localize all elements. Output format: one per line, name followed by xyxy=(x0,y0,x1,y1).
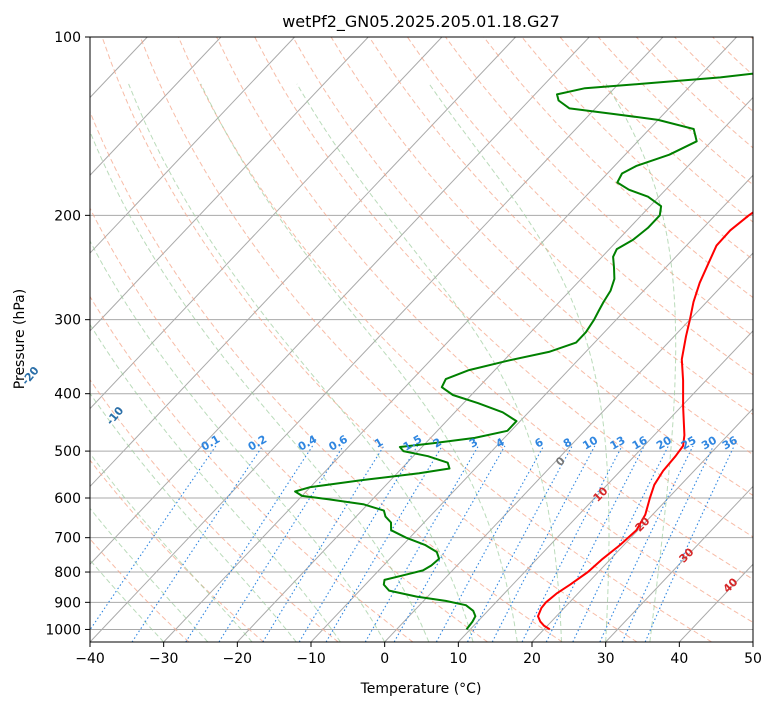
isotherm-line xyxy=(163,37,737,642)
isotherm-line xyxy=(236,96,753,642)
dry-adiabat xyxy=(90,110,563,642)
background-lines xyxy=(90,37,753,642)
y-tick-label: 800 xyxy=(54,565,81,581)
x-tick-label: −20 xyxy=(223,651,253,667)
x-axis: −40 −30 −20 −10 0 10 20 30 40 50 xyxy=(75,642,762,667)
x-tick-label: 50 xyxy=(744,651,762,667)
isotherm-line xyxy=(90,37,590,565)
plot-background xyxy=(90,37,753,642)
y-tick-label: 300 xyxy=(54,313,81,329)
isotherm-line xyxy=(752,641,753,642)
isotherm-line xyxy=(90,37,664,642)
dry-adiabat xyxy=(750,37,753,40)
x-tick-label: 10 xyxy=(449,651,467,667)
dry-adiabat xyxy=(368,37,753,416)
y-tick-label: 700 xyxy=(54,531,81,547)
isotherm-line xyxy=(605,485,753,642)
isotherm-line xyxy=(90,37,369,332)
mixing-ratio-line xyxy=(218,445,344,642)
y-axis-label: Pressure (hPa) xyxy=(12,289,28,389)
x-axis-label: Temperature (°C) xyxy=(360,681,482,697)
dry-adiabat xyxy=(483,37,753,299)
mixing-ratio-line xyxy=(393,445,506,642)
mixing-ratio-line xyxy=(572,445,669,642)
moist-adiabat xyxy=(605,83,677,642)
x-tick-label: 40 xyxy=(670,651,688,667)
moist-adiabat xyxy=(90,240,386,642)
isotherm-line xyxy=(384,252,753,642)
chart-title: wetPf2_GN05.2025.205.01.18.G27 xyxy=(282,12,560,32)
y-tick-label: 900 xyxy=(54,595,81,611)
x-tick-label: −10 xyxy=(296,651,326,667)
y-tick-label: 1000 xyxy=(45,622,81,638)
mixing-ratio-line xyxy=(521,445,623,642)
moist-adiabat xyxy=(200,83,518,642)
y-axis: 100 200 300 400 500 600 700 800 900 1000 xyxy=(45,30,90,638)
dry-adiabat xyxy=(90,538,190,642)
isotherm-line xyxy=(90,37,516,488)
moist-adiabat xyxy=(90,452,253,642)
mixing-ratio-line xyxy=(262,445,385,642)
y-tick-label: 100 xyxy=(54,30,81,46)
moist-adiabat xyxy=(128,83,474,642)
mixing-ratio-line xyxy=(545,445,645,642)
mixing-ratio-line xyxy=(325,445,443,642)
dry-adiabat xyxy=(406,37,753,376)
x-tick-label: 20 xyxy=(523,651,541,667)
isotherm-line xyxy=(310,174,753,642)
dry-adiabat xyxy=(90,459,264,642)
isotherm-line xyxy=(90,37,443,410)
dry-adiabat xyxy=(90,207,488,642)
mixing-ratio-line xyxy=(435,445,545,642)
x-tick-label: 0 xyxy=(380,651,389,667)
dry-adiabat xyxy=(101,37,638,642)
isotherm-line xyxy=(90,37,222,176)
isotherm-line xyxy=(457,330,753,642)
dry-adiabat xyxy=(90,295,414,642)
moist-adiabat xyxy=(428,83,610,642)
y-tick-label: 500 xyxy=(54,444,81,460)
isotherm-line xyxy=(531,407,753,642)
dry-adiabat xyxy=(216,37,753,580)
dry-adiabat xyxy=(292,37,753,496)
dewpoint-profile xyxy=(294,72,753,631)
x-tick-label: 30 xyxy=(597,651,615,667)
dry-adiabat xyxy=(139,37,712,642)
y-tick-label: 200 xyxy=(54,208,81,224)
mixing-ratio-line xyxy=(298,445,418,642)
isotherm-line xyxy=(90,37,295,254)
y-tick-label: 400 xyxy=(54,387,81,403)
x-tick-label: −30 xyxy=(149,651,179,667)
mixing-ratio-line xyxy=(90,445,217,631)
moist-adiabat xyxy=(90,323,341,642)
mixing-ratio-line xyxy=(185,445,314,642)
moist-adiabat xyxy=(90,130,430,642)
moist-adiabat xyxy=(296,83,562,642)
plot-frame xyxy=(89,36,754,643)
sounding-profiles xyxy=(294,72,753,631)
y-tick-label: 600 xyxy=(54,491,81,507)
temperature-profile xyxy=(537,211,753,631)
dry-adiabat xyxy=(177,37,753,623)
mixing-ratio-line xyxy=(131,445,264,642)
x-tick-label: −40 xyxy=(75,651,105,667)
